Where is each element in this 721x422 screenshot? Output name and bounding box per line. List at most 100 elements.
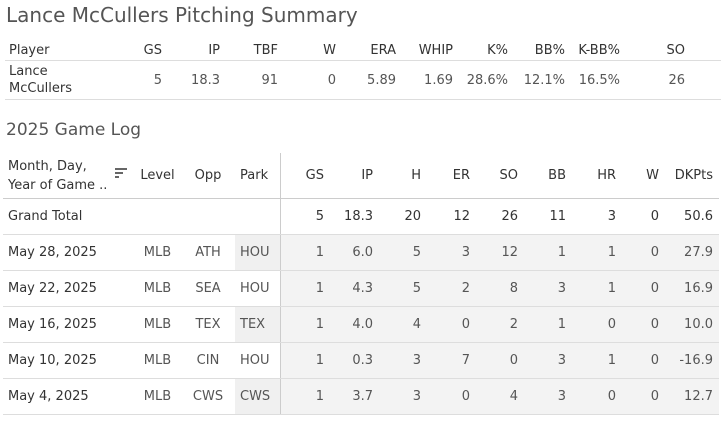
summary-header-so[interactable]: SO: [626, 40, 691, 61]
game-stat-cell: 0: [622, 306, 665, 343]
gamelog-header-ip[interactable]: IP: [330, 153, 379, 199]
summary-table: Player GS IP TBF W ERA WHIP K% BB% K-BB%…: [5, 40, 721, 100]
game-park: TEX: [235, 306, 281, 343]
gamelog-header-gs[interactable]: GS: [280, 153, 330, 199]
game-date: May 10, 2025: [3, 342, 134, 379]
gamelog-header-date[interactable]: Month, Day, Year of Game ..: [3, 153, 134, 199]
summary-row[interactable]: Lance McCullers 5 18.3 91 0 5.89 1.69 28…: [5, 60, 721, 100]
game-stat-cell: 12.7: [665, 378, 719, 415]
summary-header-k-pct[interactable]: K%: [459, 40, 514, 61]
summary-cell: 16.5%: [571, 60, 626, 100]
summary-header-gs[interactable]: GS: [115, 40, 168, 61]
summary-header-k-bb-pct[interactable]: K-BB%: [571, 40, 626, 61]
summary-header-player[interactable]: Player: [5, 40, 115, 61]
game-stat-cell: 4.0: [330, 306, 379, 343]
game-park: HOU: [235, 234, 281, 271]
game-opponent: CWS: [181, 378, 235, 415]
gamelog-row[interactable]: May 4, 2025 MLB CWS CWS 1 3.7 3 0 4 3 0 0 12.7: [3, 378, 719, 415]
summary-cell: 26: [626, 60, 691, 100]
summary-cell: 5.89: [342, 60, 402, 100]
game-stat-cell: 1: [572, 270, 622, 307]
summary-header-bb[interactable]: BB: [691, 40, 721, 61]
game-stat-cell: 0.3: [330, 342, 379, 379]
game-level: MLB: [134, 234, 181, 271]
game-stat-cell: 1: [572, 234, 622, 271]
game-stat-cell: 4.3: [330, 270, 379, 307]
gamelog-header-opp[interactable]: Opp: [181, 153, 235, 199]
game-date: May 4, 2025: [3, 378, 134, 415]
game-stat-cell: 0: [572, 378, 622, 415]
game-stat-cell: 7: [427, 342, 476, 379]
game-stat-cell: 3: [379, 342, 427, 379]
summary-header-row: Player GS IP TBF W ERA WHIP K% BB% K-BB%…: [5, 40, 721, 61]
gamelog-header-dkpts[interactable]: DKPts: [665, 153, 719, 199]
game-stat-cell: 0: [427, 378, 476, 415]
summary-cell: 12.1%: [514, 60, 571, 100]
game-stat-cell: 1: [524, 306, 572, 343]
summary-cell: 18.3: [168, 60, 226, 100]
summary-header-whip[interactable]: WHIP: [402, 40, 459, 61]
summary-cell: 0: [284, 60, 342, 100]
gamelog-header-bb[interactable]: BB: [524, 153, 572, 199]
game-stat-cell: 6.0: [330, 234, 379, 271]
gamelog-header-so[interactable]: SO: [476, 153, 524, 199]
game-park: HOU: [235, 270, 281, 307]
total-cell: 5: [280, 198, 330, 235]
gamelog-header-park[interactable]: Park: [235, 153, 281, 199]
gamelog-header-hr[interactable]: HR: [572, 153, 622, 199]
game-date: May 16, 2025: [3, 306, 134, 343]
game-stat-cell: 1: [280, 270, 330, 307]
game-stat-cell: 0: [427, 306, 476, 343]
gamelog-cell: [134, 198, 181, 235]
game-date: May 28, 2025: [3, 234, 134, 271]
grand-total-label: Grand Total: [3, 198, 134, 235]
game-stat-cell: 16.9: [665, 270, 719, 307]
summary-header-bb-pct[interactable]: BB%: [514, 40, 571, 61]
game-stat-cell: 1: [524, 234, 572, 271]
game-stat-cell: 4: [379, 306, 427, 343]
game-stat-cell: 0: [622, 378, 665, 415]
gamelog-header-date-label: Month, Day, Year of Game ..: [8, 158, 108, 193]
gamelog-total-row[interactable]: Grand Total 5 18.3 20 12 26 11 3 0 50.6: [3, 198, 719, 235]
game-level: MLB: [134, 306, 181, 343]
game-stat-cell: 1: [572, 342, 622, 379]
game-stat-cell: 2: [427, 270, 476, 307]
total-cell: 18.3: [330, 198, 379, 235]
game-opponent: CIN: [181, 342, 235, 379]
gamelog-row[interactable]: May 16, 2025 MLB TEX TEX 1 4.0 4 0 2 1 0 0 10.0: [3, 306, 719, 343]
total-cell: 50.6: [665, 198, 719, 235]
game-stat-cell: 3: [379, 378, 427, 415]
summary-cell: 11: [691, 60, 721, 100]
game-opponent: SEA: [181, 270, 235, 307]
game-date: May 22, 2025: [3, 270, 134, 307]
total-cell: 0: [622, 198, 665, 235]
game-stat-cell: 5: [379, 234, 427, 271]
gamelog-header-h[interactable]: H: [379, 153, 427, 199]
summary-header-w[interactable]: W: [284, 40, 342, 61]
page-title: Lance McCullers Pitching Summary: [6, 3, 358, 27]
gamelog-title: 2025 Game Log: [6, 120, 142, 140]
gamelog-header-er[interactable]: ER: [427, 153, 476, 199]
game-stat-cell: 3: [524, 270, 572, 307]
game-stat-cell: 1: [280, 378, 330, 415]
game-stat-cell: 0: [622, 234, 665, 271]
game-stat-cell: 0: [476, 342, 524, 379]
game-stat-cell: 5: [379, 270, 427, 307]
summary-header-ip[interactable]: IP: [168, 40, 226, 61]
gamelog-row[interactable]: May 22, 2025 MLB SEA HOU 1 4.3 5 2 8 3 1 0 16.9: [3, 270, 719, 307]
game-stat-cell: 0: [572, 306, 622, 343]
gamelog-header-level[interactable]: Level: [134, 153, 181, 199]
summary-header-tbf[interactable]: TBF: [226, 40, 284, 61]
gamelog-row[interactable]: May 10, 2025 MLB CIN HOU 1 0.3 3 7 0 3 1 0 -16.9: [3, 342, 719, 379]
gamelog-header-w[interactable]: W: [622, 153, 665, 199]
game-stat-cell: 3: [524, 342, 572, 379]
game-stat-cell: 3: [524, 378, 572, 415]
summary-header-era[interactable]: ERA: [342, 40, 402, 61]
game-level: MLB: [134, 270, 181, 307]
gamelog-row[interactable]: May 28, 2025 MLB ATH HOU 1 6.0 5 3 12 1 1 0 27.9: [3, 234, 719, 271]
game-stat-cell: 4: [476, 378, 524, 415]
game-stat-cell: 3.7: [330, 378, 379, 415]
game-stat-cell: 1: [280, 306, 330, 343]
sort-descending-icon[interactable]: [114, 166, 128, 180]
game-opponent: TEX: [181, 306, 235, 343]
